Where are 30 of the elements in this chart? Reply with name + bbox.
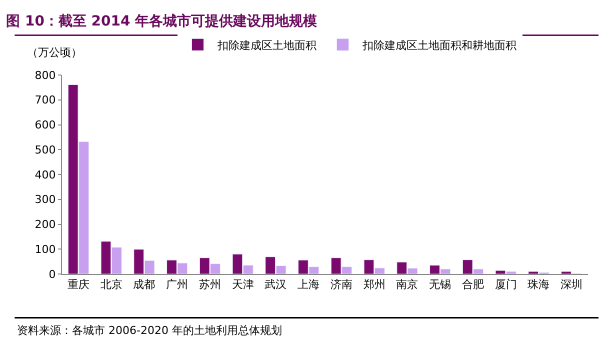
x-tick-label: 郑州 xyxy=(363,278,386,292)
x-tick-label: 珠海 xyxy=(528,278,550,292)
x-tick-label: 北京 xyxy=(100,278,122,292)
legend-label: 扣除建成区土地面积 xyxy=(216,38,317,52)
x-tick-label: 无锡 xyxy=(429,278,452,292)
y-tick-label: 500 xyxy=(34,143,56,156)
x-tick-label: 武汉 xyxy=(264,278,287,292)
y-tick-label: 300 xyxy=(34,193,56,206)
x-tick-label: 合肥 xyxy=(462,278,484,292)
x-tick-label: 上海 xyxy=(298,278,320,292)
y-tick-label: 600 xyxy=(34,118,56,132)
x-tick-label: 苏州 xyxy=(198,278,221,292)
x-tick-label: 广州 xyxy=(166,278,188,292)
y-axis-title: （万公顷） xyxy=(27,46,82,59)
x-tick-label: 天津 xyxy=(232,278,254,292)
x-tick-label: 厦门 xyxy=(494,278,517,292)
x-tick-label: 成都 xyxy=(133,278,156,292)
y-tick-label: 100 xyxy=(34,242,56,256)
x-tick-label: 深圳 xyxy=(560,278,583,292)
y-tick-label: 0 xyxy=(48,268,56,281)
y-tick-label: 400 xyxy=(34,168,56,182)
y-tick-label: 700 xyxy=(34,94,56,107)
legend-label: 扣除建成区土地面积和耕地面积 xyxy=(362,38,517,52)
chart-title: 图 10：截至 2014 年各城市可提供建设用地规模 xyxy=(6,12,318,30)
x-tick-label: 重庆 xyxy=(67,278,90,292)
x-tick-label: 南京 xyxy=(396,278,418,292)
x-tick-label: 济南 xyxy=(330,278,352,292)
y-tick-label: 200 xyxy=(34,218,56,232)
y-tick-label: 800 xyxy=(34,68,56,82)
text: 资料来源：各城市 2006-2020 年的土地利用总体规划 xyxy=(17,324,282,337)
